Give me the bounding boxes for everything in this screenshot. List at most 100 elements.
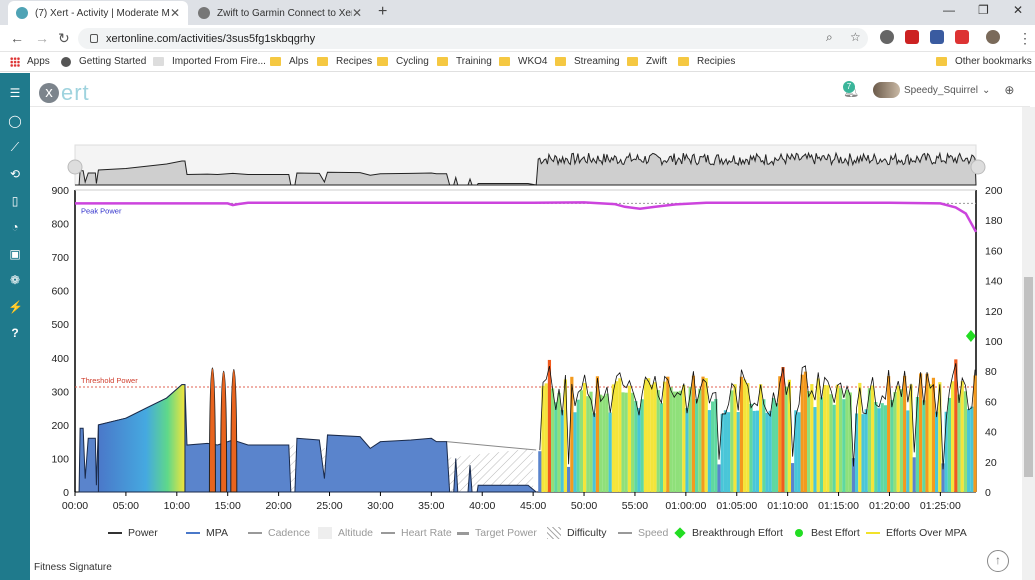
minimize-icon[interactable]: — (943, 3, 955, 17)
power-bar (973, 375, 977, 492)
add-circle-icon[interactable]: ⊕ (1004, 83, 1015, 97)
bookmark-zwift[interactable]: Zwift (627, 56, 667, 67)
paw-icon[interactable]: ❁ (9, 273, 21, 287)
power-bar (813, 407, 817, 492)
power-bar (679, 390, 683, 492)
bookmark-imported[interactable]: Imported From Fire... (153, 56, 266, 67)
legend-item-breakthrough-effort[interactable]: Breakthrough Effort (674, 527, 783, 539)
reload-icon[interactable]: ↻ (58, 30, 70, 46)
bookmark-label: Recipies (697, 56, 736, 67)
url-input[interactable]: xertonline.com/activities/3sus5fg1skbqgr… (78, 28, 868, 49)
power-bar (947, 397, 952, 492)
power-bar (563, 379, 568, 492)
bookmark-wko4[interactable]: WKO4 (499, 56, 547, 67)
bookmark-recipes[interactable]: Recipes (317, 56, 372, 67)
tab-xert-activity[interactable]: (7) Xert - Activity | Moderate Mix ✕ (8, 1, 188, 25)
new-tab-icon[interactable]: + (378, 3, 388, 20)
extension-badge-icon[interactable] (955, 30, 969, 44)
power-bar (928, 384, 932, 492)
calendar-icon[interactable]: ▣ (9, 247, 21, 261)
power-bar (944, 411, 948, 492)
bookmark-streaming[interactable]: Streaming (555, 56, 620, 67)
bookmark-cycling[interactable]: Cycling (377, 56, 429, 67)
bookmark-training[interactable]: Training (437, 56, 492, 67)
legend-item-difficulty[interactable]: Difficulty (547, 527, 606, 539)
forward-arrow-icon[interactable]: → (35, 30, 49, 46)
legend-item-best-effort[interactable]: Best Effort (795, 527, 860, 539)
scroll-to-top-button[interactable]: ↑ (987, 550, 1009, 572)
profile-avatar-icon[interactable] (986, 30, 1000, 44)
device-icon[interactable]: ▯ (11, 194, 19, 208)
legend-item-efforts-over-mpa[interactable]: Efforts Over MPA (866, 527, 967, 539)
legend-item-altitude[interactable]: Altitude (318, 527, 373, 539)
legend-item-mpa[interactable]: MPA (186, 527, 228, 539)
overview-navigator[interactable] (67, 144, 986, 186)
legend-item-target-power[interactable]: Target Power (457, 527, 537, 539)
power-bar (599, 394, 603, 492)
y-left-tick-label: 0 (63, 487, 69, 499)
xert-logo[interactable]: x ert (39, 80, 90, 106)
extension-w-icon[interactable] (905, 30, 919, 44)
close-window-icon[interactable]: ✕ (1013, 3, 1024, 17)
power-bar (592, 413, 596, 492)
extension-drive-icon[interactable] (880, 30, 894, 44)
y-right-tick-label: 100 (985, 336, 1003, 348)
page-scrollbar[interactable] (1022, 107, 1035, 580)
y-left-tick-label: 100 (51, 453, 69, 465)
restore-icon[interactable]: ❐ (978, 3, 989, 17)
bookmark-label: Zwift (646, 56, 668, 67)
scrollbar-thumb[interactable] (1024, 277, 1033, 477)
power-bar (541, 385, 545, 492)
power-bar (893, 392, 897, 492)
back-arrow-icon[interactable]: ← (10, 30, 24, 46)
y-left-tick-label: 600 (51, 286, 69, 298)
user-icon[interactable]: ◯ (8, 114, 22, 128)
close-tab-icon[interactable]: ✕ (351, 6, 362, 20)
user-menu[interactable]: Speedy_Squirrel ⌄ ⊕ (873, 82, 1014, 98)
chart-trend-icon[interactable]: ⟋ (10, 140, 20, 154)
power-bar (650, 384, 654, 492)
x-tick-label: 50:00 (571, 500, 597, 512)
lightning-icon[interactable]: ⚡ (8, 300, 23, 314)
other-bookmarks[interactable]: Other bookmarks (936, 56, 1032, 67)
power-line (539, 363, 976, 470)
power-bar (554, 402, 558, 492)
bookmark-alps[interactable]: Alps (270, 56, 308, 67)
power-bar (743, 379, 747, 492)
bookmark-getting-started[interactable]: Getting Started (61, 56, 146, 67)
power-bar (855, 413, 859, 492)
menu-kebab-icon[interactable]: ⋮ (1018, 30, 1032, 46)
legend-swatch (186, 532, 200, 534)
folder-icon (678, 57, 689, 66)
extension-doc-icon[interactable] (930, 30, 944, 44)
power-bar (557, 392, 561, 492)
power-bar (903, 375, 907, 492)
difficulty-line (446, 441, 537, 451)
tab-zwift-garmin[interactable]: Zwift to Garmin Connect to Xert ✕ (190, 1, 370, 25)
sync-icon[interactable]: ⟲ (9, 167, 21, 181)
help-icon[interactable]: ? (11, 326, 19, 340)
hamburger-menu-icon[interactable]: ☰ (9, 86, 21, 100)
legend-item-speed[interactable]: Speed (618, 527, 668, 539)
power-bar (784, 386, 788, 492)
legend-item-power[interactable]: Power (108, 527, 158, 539)
gauge-icon[interactable]: ◔ (11, 220, 19, 234)
fitness-signature-link[interactable]: Fitness Signature (34, 562, 112, 573)
zoom-search-icon[interactable]: ⌕ (826, 30, 833, 44)
close-tab-icon[interactable]: ✕ (169, 6, 180, 20)
power-bar (791, 463, 795, 492)
power-bar (832, 404, 836, 492)
power-bar (957, 394, 961, 492)
legend-item-cadence[interactable]: Cadence (248, 527, 310, 539)
bookmark-star-icon[interactable]: ☆ (850, 30, 861, 44)
legend-item-heart-rate[interactable]: Heart Rate (381, 527, 452, 539)
power-bar (909, 384, 913, 492)
power-bar (727, 412, 731, 492)
notifications-bell[interactable]: 🔔︎ 7 (843, 81, 860, 99)
bookmark-apps[interactable]: Apps (10, 56, 50, 67)
y-right-tick-label: 160 (985, 245, 1003, 257)
power-bar (794, 410, 798, 492)
bookmark-recipies[interactable]: Recipies (678, 56, 735, 67)
y-right-tick-label: 60 (985, 396, 997, 408)
